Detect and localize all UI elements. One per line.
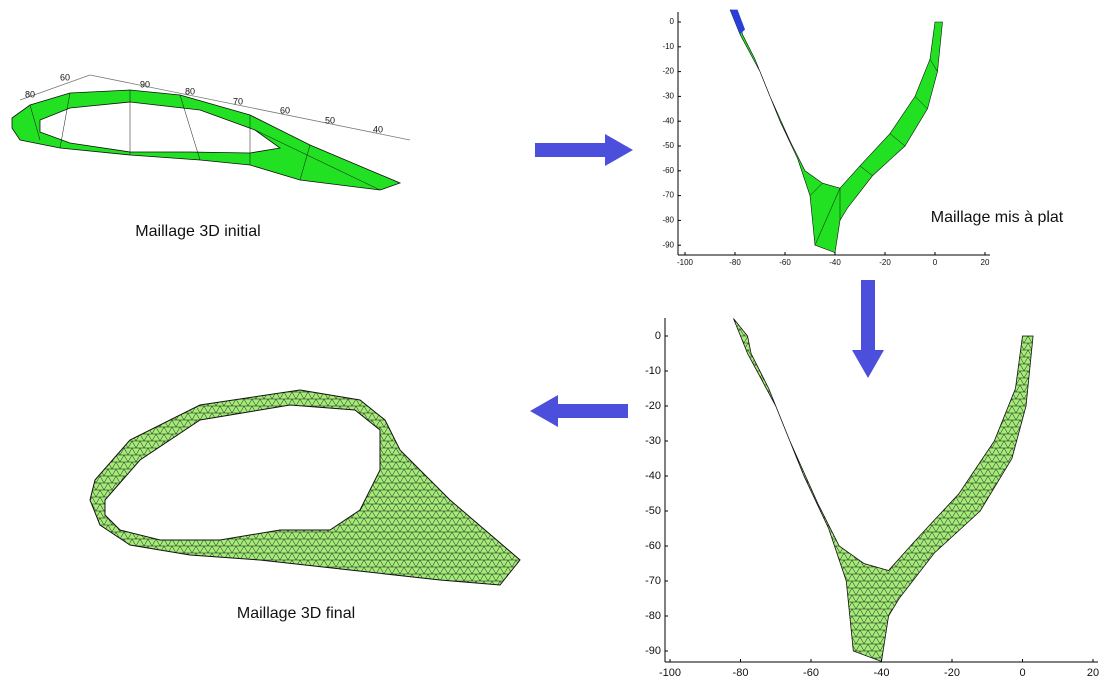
axis-line (89, 74, 411, 141)
caption: Maillage 3D initial (135, 223, 260, 240)
y-tick-label: -40 (662, 116, 674, 125)
initial-mesh (11, 89, 402, 191)
y-tick-label: -10 (662, 42, 674, 51)
x-tick-label: 0 (933, 258, 938, 267)
axis-label: 90 (140, 79, 150, 89)
y-tick-label: -60 (662, 166, 674, 175)
x-tick-label: 0 (1019, 667, 1025, 679)
mesh-edge (914, 96, 928, 109)
y-tick-label: -20 (645, 400, 661, 412)
flattened-panel: Maillage mis à plat 0 -10 -20 -30 -40 -50 -60 -… (662, 9, 1064, 267)
y-tick-label: -30 (662, 92, 674, 101)
y-tick-label: -40 (645, 470, 661, 482)
mesh-edge (809, 183, 823, 196)
y-tick-label: -70 (645, 575, 661, 587)
x-tick-label: -100 (659, 667, 681, 679)
y-tick-label: -90 (662, 240, 674, 249)
initial-mesh-panel: Maillage 3D initial 80 60 90 80 70 60 50 40 (11, 72, 411, 240)
mesh-edges (29, 90, 381, 191)
mesh-edge (779, 121, 791, 142)
x-tick-label: -60 (779, 258, 791, 267)
y-tick-label: -80 (662, 216, 674, 225)
y-tick-label: -10 (645, 365, 661, 377)
y-tick-label: 0 (655, 330, 661, 342)
x-tick-label: -80 (733, 667, 749, 679)
mesh-edge (929, 59, 938, 72)
arrow-left (530, 395, 628, 427)
x-tick-label: 20 (1087, 667, 1099, 679)
axis-label: 70 (233, 96, 243, 106)
mesh-edge (889, 133, 906, 147)
y-tick-label: 0 (670, 17, 675, 26)
axis-label: 40 (373, 124, 383, 134)
y-tick-label: -60 (645, 540, 661, 552)
mesh-edge (859, 165, 873, 176)
arrow-down (852, 280, 884, 378)
y-tick-label: -50 (645, 505, 661, 517)
axis-label: 60 (280, 105, 290, 115)
axis-label: 80 (25, 89, 35, 99)
y-tick-label: -50 (662, 141, 674, 150)
x-tick-label: -20 (879, 258, 891, 267)
x-tick-label: -80 (729, 258, 741, 267)
final-mesh-panel: Maillage 3D final (89, 389, 521, 622)
axis-line (19, 74, 91, 101)
y-tick-label: -80 (645, 610, 661, 622)
arrow-right (535, 134, 633, 166)
mesh-edge (814, 188, 841, 246)
x-tick-label: -60 (803, 667, 819, 679)
remeshed-mesh (733, 318, 1034, 663)
remeshed-panel: 0 -10 -20 -30 -40 -50 -60 -70 -80 -90 -100 -80 -60 -4… (645, 318, 1099, 679)
caption: Maillage 3D final (237, 605, 355, 622)
y-tick-label: -70 (662, 191, 674, 200)
caption: Maillage mis à plat (931, 209, 1064, 226)
final-mesh (89, 389, 521, 586)
boundary-tip (730, 9, 745, 35)
axis-label: 50 (325, 115, 335, 125)
axis-label: 60 (60, 72, 70, 82)
mesh-edge (759, 71, 771, 97)
x-tick-label: 20 (981, 258, 990, 267)
x-tick-label: -40 (829, 258, 841, 267)
x-tick-label: -20 (944, 667, 960, 679)
x-tick-label: -100 (677, 258, 694, 267)
y-tick-label: -30 (645, 435, 661, 447)
y-tick-label: -20 (662, 67, 674, 76)
axis-label: 80 (185, 86, 195, 96)
flattened-mesh (729, 9, 943, 254)
y-tick-label: -90 (645, 645, 661, 657)
x-tick-label: -40 (874, 667, 890, 679)
